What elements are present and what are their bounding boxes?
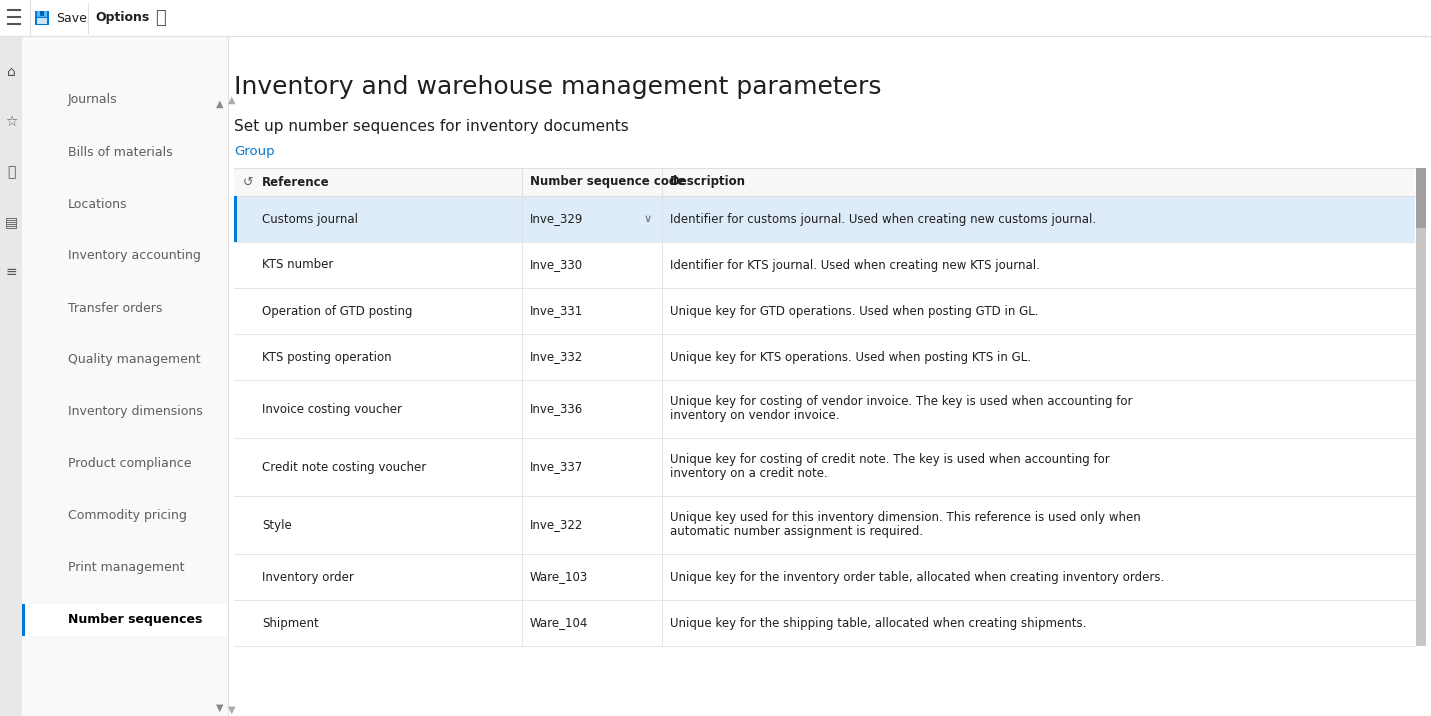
Text: ∨: ∨ [644,214,653,224]
Text: Locations: Locations [69,198,127,211]
Text: ↺: ↺ [243,175,253,188]
Text: Identifier for KTS journal. Used when creating new KTS journal.: Identifier for KTS journal. Used when cr… [670,258,1040,271]
Bar [37,11,47,17]
Text: Number sequence code: Number sequence code [529,175,685,188]
Text: Product compliance: Product compliance [69,458,192,470]
Text: ⏰: ⏰ [7,165,16,179]
Text: automatic number assignment is required.: automatic number assignment is required. [670,526,923,538]
Text: Save: Save [56,11,87,24]
Bar [1417,168,1427,646]
Text: Unique key for GTD operations. Used when posting GTD in GL.: Unique key for GTD operations. Used when… [670,304,1039,317]
Bar [235,196,238,242]
Text: Unique key for costing of credit note. The key is used when accounting for: Unique key for costing of credit note. T… [670,453,1110,467]
Text: ▲: ▲ [216,99,223,109]
Text: Bills of materials: Bills of materials [69,145,173,158]
Bar [34,11,49,25]
Text: Print management: Print management [69,561,185,574]
Text: ☆: ☆ [4,115,17,129]
Text: KTS number: KTS number [262,258,333,271]
Text: Ware_103: Ware_103 [529,571,588,584]
Bar [21,36,228,716]
Text: Reference: Reference [262,175,329,188]
Text: Description: Description [670,175,746,188]
Text: Shipment: Shipment [262,616,319,629]
Text: Inve_331: Inve_331 [529,304,584,317]
Text: ≡: ≡ [6,265,17,279]
Bar [228,36,1431,716]
Text: Unique key for the shipping table, allocated when creating shipments.: Unique key for the shipping table, alloc… [670,616,1086,629]
Text: ▼: ▼ [216,703,223,713]
Text: Number sequences: Number sequences [69,614,202,626]
Text: Inventory order: Inventory order [262,571,353,584]
Text: ▼: ▼ [229,705,236,715]
Text: Invoice costing voucher: Invoice costing voucher [262,402,402,415]
Text: Inve_322: Inve_322 [529,518,584,531]
Bar [235,196,1415,242]
Text: Commodity pricing: Commodity pricing [69,510,187,523]
Bar [0,0,1431,36]
Text: Quality management: Quality management [69,354,200,367]
Text: Customs journal: Customs journal [262,213,358,226]
Text: Journals: Journals [69,94,117,107]
Text: inventory on a credit note.: inventory on a credit note. [670,468,827,480]
Text: Unique key used for this inventory dimension. This reference is used only when: Unique key used for this inventory dimen… [670,511,1141,525]
Text: Inve_332: Inve_332 [529,351,584,364]
Text: Credit note costing voucher: Credit note costing voucher [262,460,426,473]
Bar [37,18,47,24]
Text: Style: Style [262,518,292,531]
Bar [0,36,21,716]
Text: Options: Options [94,11,149,24]
Text: Transfer orders: Transfer orders [69,301,162,314]
Text: Set up number sequences for inventory documents: Set up number sequences for inventory do… [235,120,628,135]
Text: Identifier for customs journal. Used when creating new customs journal.: Identifier for customs journal. Used whe… [670,213,1096,226]
Bar [21,604,24,636]
Bar [1417,168,1427,228]
Text: Unique key for the inventory order table, allocated when creating inventory orde: Unique key for the inventory order table… [670,571,1165,584]
Text: Unique key for costing of vendor invoice. The key is used when accounting for: Unique key for costing of vendor invoice… [670,395,1132,409]
Bar [235,168,1415,196]
Text: ⌂: ⌂ [7,65,16,79]
Text: Operation of GTD posting: Operation of GTD posting [262,304,412,317]
Text: Inventory dimensions: Inventory dimensions [69,405,203,418]
Text: Inventory accounting: Inventory accounting [69,249,200,263]
Text: Inve_337: Inve_337 [529,460,584,473]
Text: Group: Group [235,145,275,158]
Text: Inventory and warehouse management parameters: Inventory and warehouse management param… [235,75,881,99]
Text: Inve_330: Inve_330 [529,258,582,271]
Text: Ware_104: Ware_104 [529,616,588,629]
Text: inventory on vendor invoice.: inventory on vendor invoice. [670,410,840,422]
Text: Unique key for KTS operations. Used when posting KTS in GL.: Unique key for KTS operations. Used when… [670,351,1030,364]
Text: ▲: ▲ [229,95,236,105]
Text: KTS posting operation: KTS posting operation [262,351,392,364]
Bar [21,604,228,636]
Text: Inve_336: Inve_336 [529,402,584,415]
Bar [40,11,44,16]
Text: Inve_329: Inve_329 [529,213,584,226]
Text: ▤: ▤ [4,215,17,229]
Text: ⌕: ⌕ [155,9,166,27]
